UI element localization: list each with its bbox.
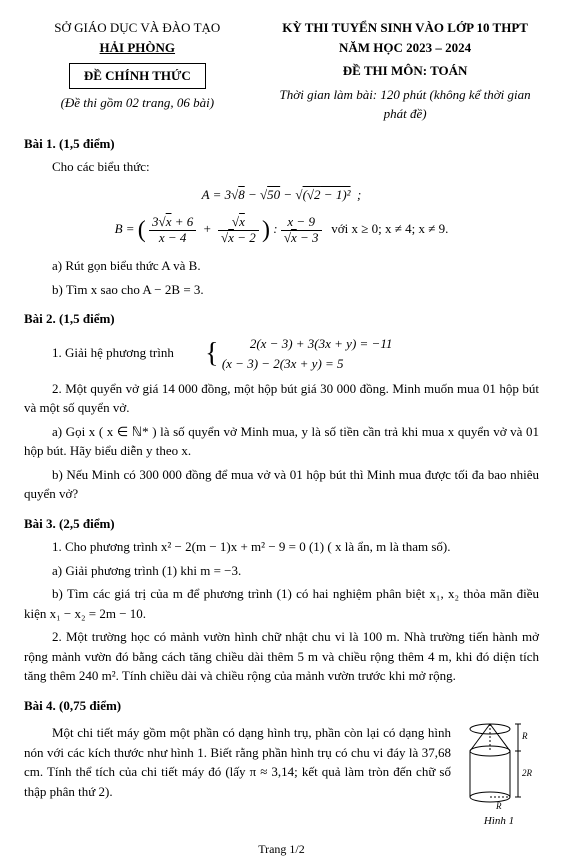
bai3-item1: 1. Cho phương trình x² − 2(m − 1)x + m² … [24,537,539,557]
sys-row1: 2(x − 3) + 3(3x + y) = −11 [250,336,393,351]
dim-R-top: R [521,731,528,741]
A-sqrt2: 50 [267,187,280,202]
figure-1: R 2R R Hình 1 [459,719,539,830]
bai2-item1: 1. Giải hệ phương trình { 2(x − 3) + 3(3… [24,333,539,375]
exam-title: KỲ THI TUYỂN SINH VÀO LỚP 10 THPT [271,18,539,38]
A-coef: 3 [225,187,232,202]
bai3-item2: 2. Một trường học có mảnh vườn hình chữ … [24,627,539,686]
bai2-item2a: a) Gọi x ( x ∈ ℕ* ) là số quyển vở Minh … [24,422,539,461]
bai1-title: Bài 1. (1,5 điểm) [24,134,539,154]
B-cond: với x ≥ 0; x ≠ 4; x ≠ 9. [331,221,448,236]
time-note: Thời gian làm bài: 120 phút (không kể th… [271,85,539,124]
A-label: A = [202,187,225,202]
school-year: NĂM HỌC 2023 – 2024 [271,38,539,58]
A-sqrt1: 8 [238,187,245,202]
sys-row2: (x − 3) − 2(3x + y) = 5 [222,356,344,371]
bai1-a: a) Rút gọn biểu thức A và B. [52,256,539,276]
bai3-item1b: b) Tìm các giá trị của m để phương trình… [24,584,539,623]
org-name: SỞ GIÁO DỤC VÀ ĐÀO TẠO [24,18,251,38]
province-name: HẢI PHÒNG [24,38,251,58]
page-count-note: (Đề thi gồm 02 trang, 06 bài) [24,93,251,113]
bai2-title: Bài 2. (1,5 điểm) [24,309,539,329]
official-box: ĐỀ CHÍNH THỨC [69,63,206,89]
bai3-item1a: a) Giải phương trình (1) khi m = −3. [24,561,539,581]
bai2-item2: 2. Một quyển vở giá 14 000 đồng, một hộp… [24,379,539,418]
bai4-title: Bài 4. (0,75 điểm) [24,696,539,716]
bai3-title: Bài 3. (2,5 điểm) [24,514,539,534]
subject: ĐỀ THI MÔN: TOÁN [271,61,539,81]
expr-B: B = ( 3√x + 6 x − 4 + √x √x − 2 ) : x − … [24,212,539,248]
bai1-intro: Cho các biểu thức: [24,157,539,177]
bai4-text: Một chi tiết máy gồm một phần có dạng hì… [24,723,451,801]
fig-caption: Hình 1 [459,813,539,830]
B-label: B = [115,221,138,236]
bai2-item2b: b) Nếu Minh có 300 000 đồng để mua vở và… [24,465,539,504]
dim-R-bot: R [495,801,502,811]
dim-2R: 2R [522,768,533,778]
A-sqrt3: (√2 − 1)² [303,187,351,202]
bai1-b: b) Tìm x sao cho A − 2B = 3. [52,280,539,300]
expr-A: A = 3√8 − √50 − √(√2 − 1)² ; [24,185,539,205]
page-footer: Trang 1/2 [24,840,539,858]
